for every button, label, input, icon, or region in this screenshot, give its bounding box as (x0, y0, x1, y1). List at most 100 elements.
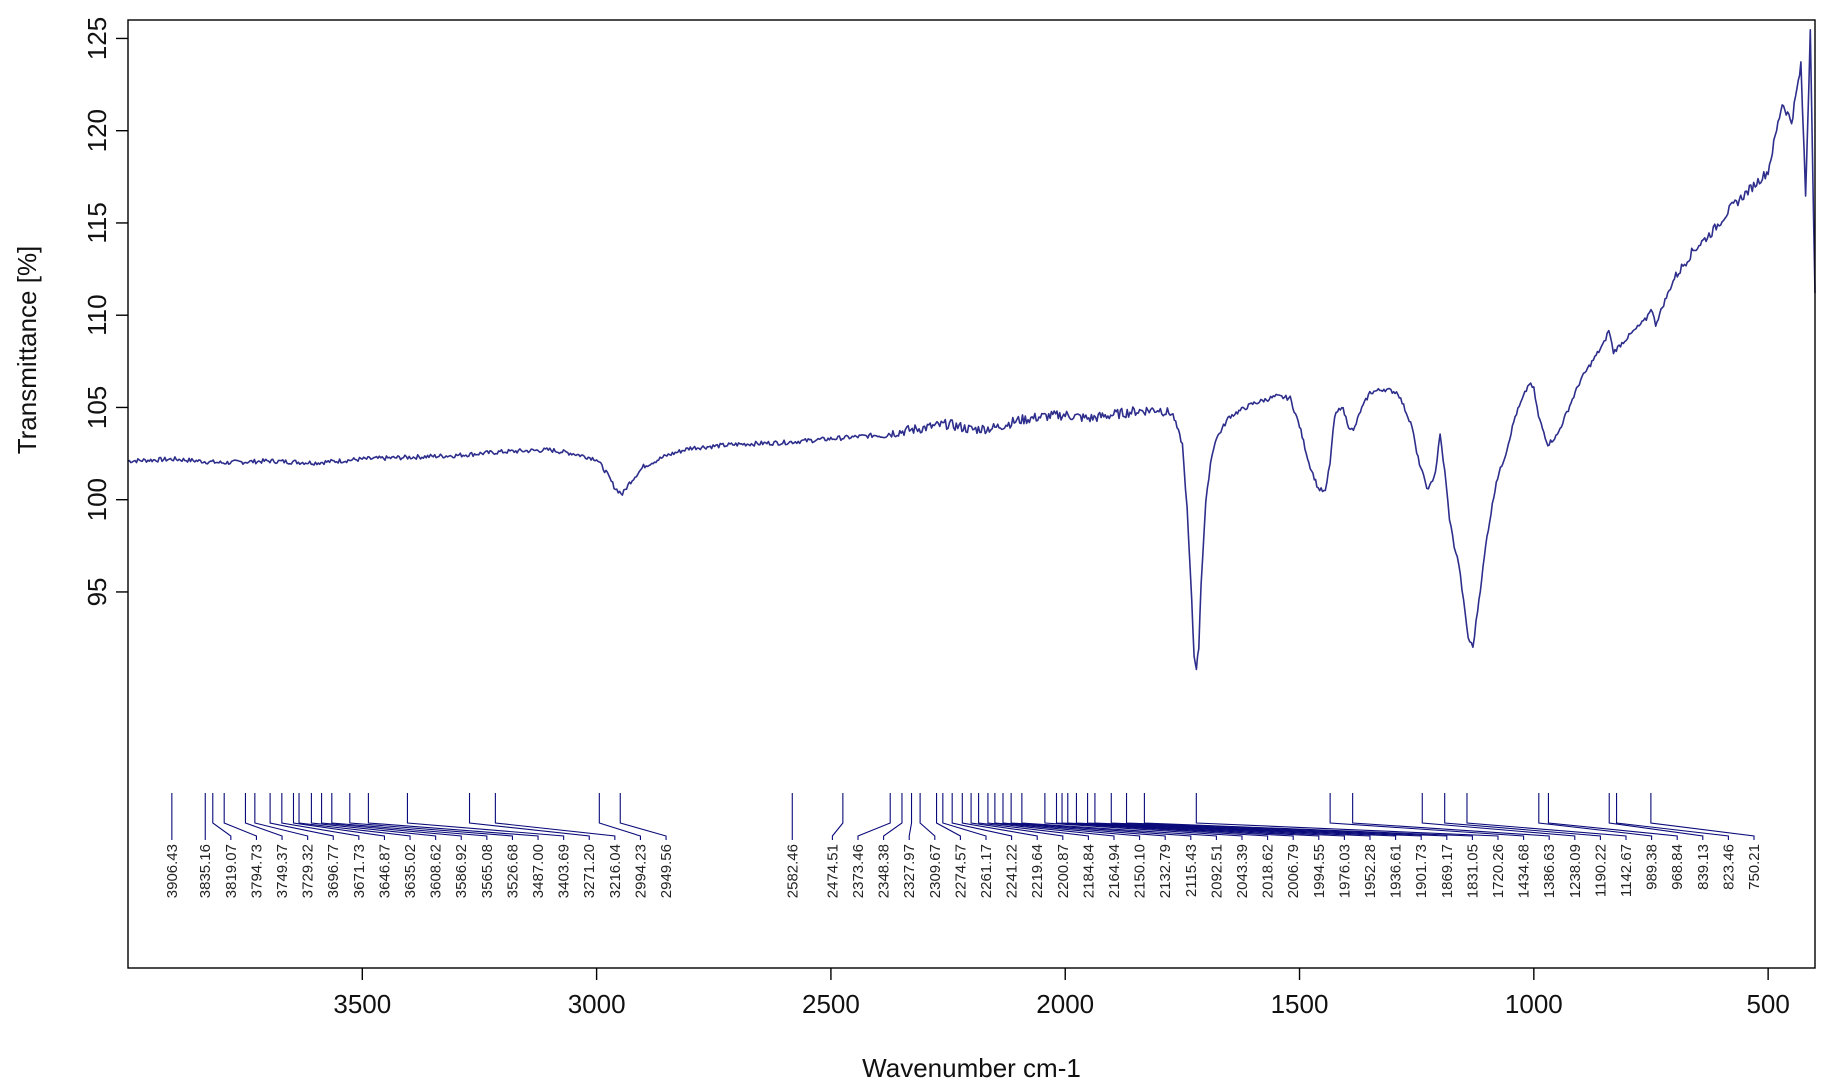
y-tick-label: 110 (82, 294, 112, 335)
peak-marker: 3819.07 (212, 793, 240, 898)
y-tick-label: 100 (82, 478, 112, 521)
x-tick-label: 2500 (802, 989, 860, 1019)
peak-label: 1936.61 (1388, 844, 1405, 898)
peak-marker: 2309.67 (919, 793, 944, 898)
peak-marker: 2115.43 (1010, 793, 1200, 897)
y-axis: 95 100 105 110 115 120 125 (82, 17, 128, 606)
peak-label: 2949.56 (658, 844, 675, 898)
peak-marker: 2373.46 (850, 793, 891, 898)
plot-frame (127, 19, 1816, 969)
peak-marker: 2018.62 (1055, 793, 1277, 898)
peak-marker: 968.84 (1547, 793, 1686, 890)
peak-label: 3635.02 (402, 844, 419, 898)
peak-marker: 1434.68 (1329, 793, 1533, 898)
peak-marker: 1952.28 (1087, 793, 1379, 898)
peak-marker: 2327.97 (901, 793, 918, 898)
y-axis-label: Transmittance [%] (12, 246, 42, 455)
peak-label: 3671.73 (351, 844, 368, 898)
peak-marker: 3835.16 (197, 793, 214, 898)
peak-marker: 2184.84 (978, 793, 1097, 898)
peak-label: 1976.03 (1336, 844, 1353, 898)
peak-label: 2373.46 (850, 844, 867, 898)
peak-label: 1238.09 (1567, 844, 1584, 898)
peak-label: 823.46 (1720, 844, 1737, 890)
peak-label: 2006.79 (1285, 844, 1302, 898)
peak-label: 3565.08 (479, 844, 496, 898)
peak-marker: 2150.10 (994, 793, 1149, 898)
peak-label: 3403.69 (556, 844, 573, 898)
peak-label: 3729.32 (300, 844, 317, 898)
peak-label: 2994.23 (632, 844, 649, 898)
spectrum-line (127, 28, 1816, 671)
peak-label: 1869.17 (1439, 844, 1456, 898)
peak-marker: 3487.00 (367, 793, 547, 898)
peak-label: 989.38 (1644, 844, 1661, 890)
peak-label: 2348.38 (876, 844, 893, 898)
peak-marker: 3729.32 (254, 793, 317, 898)
peak-label: 3271.20 (581, 844, 598, 898)
peak-marker: 750.21 (1650, 793, 1763, 890)
peak-label: 2219.64 (1029, 844, 1046, 898)
peak-marker: 3749.37 (244, 793, 291, 898)
peak-label: 1952.28 (1362, 844, 1379, 898)
peak-marker: 3608.62 (310, 793, 445, 898)
peak-label: 2200.87 (1055, 844, 1072, 898)
peak-marker: 3794.73 (223, 793, 265, 898)
peak-marker: 1901.73 (1110, 793, 1430, 898)
peak-marker: 989.38 (1538, 793, 1661, 890)
peak-marker: 1994.55 (1067, 793, 1328, 898)
peak-marker: 2994.23 (598, 793, 649, 898)
x-tick-label: 500 (1746, 989, 1789, 1019)
peak-marker: 3906.43 (164, 793, 181, 898)
peak-marker: 3646.87 (292, 793, 393, 898)
peak-label: 2132.79 (1157, 844, 1174, 898)
peak-label: 3696.77 (325, 844, 342, 898)
peak-label: 968.84 (1669, 844, 1686, 890)
peak-label: 1994.55 (1311, 844, 1328, 898)
peak-marker: 2092.51 (1021, 793, 1225, 898)
peak-label: 1831.05 (1464, 844, 1481, 898)
peak-marker: 2164.94 (987, 793, 1123, 898)
peak-label: 2327.97 (901, 844, 918, 898)
peak-marker: 1142.67 (1466, 793, 1635, 897)
peak-marker: 823.46 (1616, 793, 1737, 890)
peak-marker: 2132.79 (1002, 793, 1174, 898)
y-tick-label: 125 (82, 17, 112, 60)
peak-marker: 1936.61 (1094, 793, 1405, 898)
peak-label: 2043.39 (1234, 844, 1251, 898)
peak-label: 3646.87 (376, 844, 393, 898)
peak-marker: 3216.04 (494, 793, 624, 898)
peak-label: 839.13 (1695, 844, 1712, 890)
peak-label: 2261.17 (978, 844, 995, 898)
x-tick-label: 3000 (568, 989, 626, 1019)
peak-marker-layer: 3906.43 3835.16 3819.07 3794.73 3749.37 3729.… (164, 793, 1763, 898)
peak-marker: 3526.68 (349, 793, 521, 898)
peak-label: 1190.22 (1592, 844, 1609, 897)
peak-marker: 2582.46 (784, 793, 801, 898)
peak-label: 2582.46 (784, 844, 801, 898)
peak-label: 3819.07 (223, 844, 240, 898)
peak-label: 2184.84 (1080, 844, 1097, 898)
x-tick-label: 1000 (1505, 989, 1563, 1019)
peak-marker: 839.13 (1608, 793, 1712, 890)
peak-label: 2309.67 (927, 844, 944, 898)
peak-marker: 3586.92 (321, 793, 470, 898)
peak-label: 3586.92 (453, 844, 470, 898)
peak-label: 3608.62 (428, 844, 445, 898)
peak-label: 750.21 (1746, 844, 1763, 890)
peak-label: 2115.43 (1183, 844, 1200, 897)
peak-label: 3835.16 (197, 844, 214, 898)
peak-label: 3906.43 (164, 844, 181, 898)
y-tick-label: 115 (82, 202, 112, 243)
peak-marker: 2043.39 (1044, 793, 1251, 898)
x-axis: 3500 3000 2500 2000 1500 1000 500 (333, 968, 1790, 1019)
peak-marker: 3565.08 (331, 793, 496, 898)
peak-label: 2274.57 (952, 844, 969, 898)
peak-label: 2018.62 (1260, 844, 1277, 898)
peak-label: 1901.73 (1413, 844, 1430, 898)
peak-label: 3216.04 (607, 844, 624, 898)
y-tick-label: 95 (82, 577, 112, 606)
peak-label: 1142.67 (1618, 844, 1635, 897)
